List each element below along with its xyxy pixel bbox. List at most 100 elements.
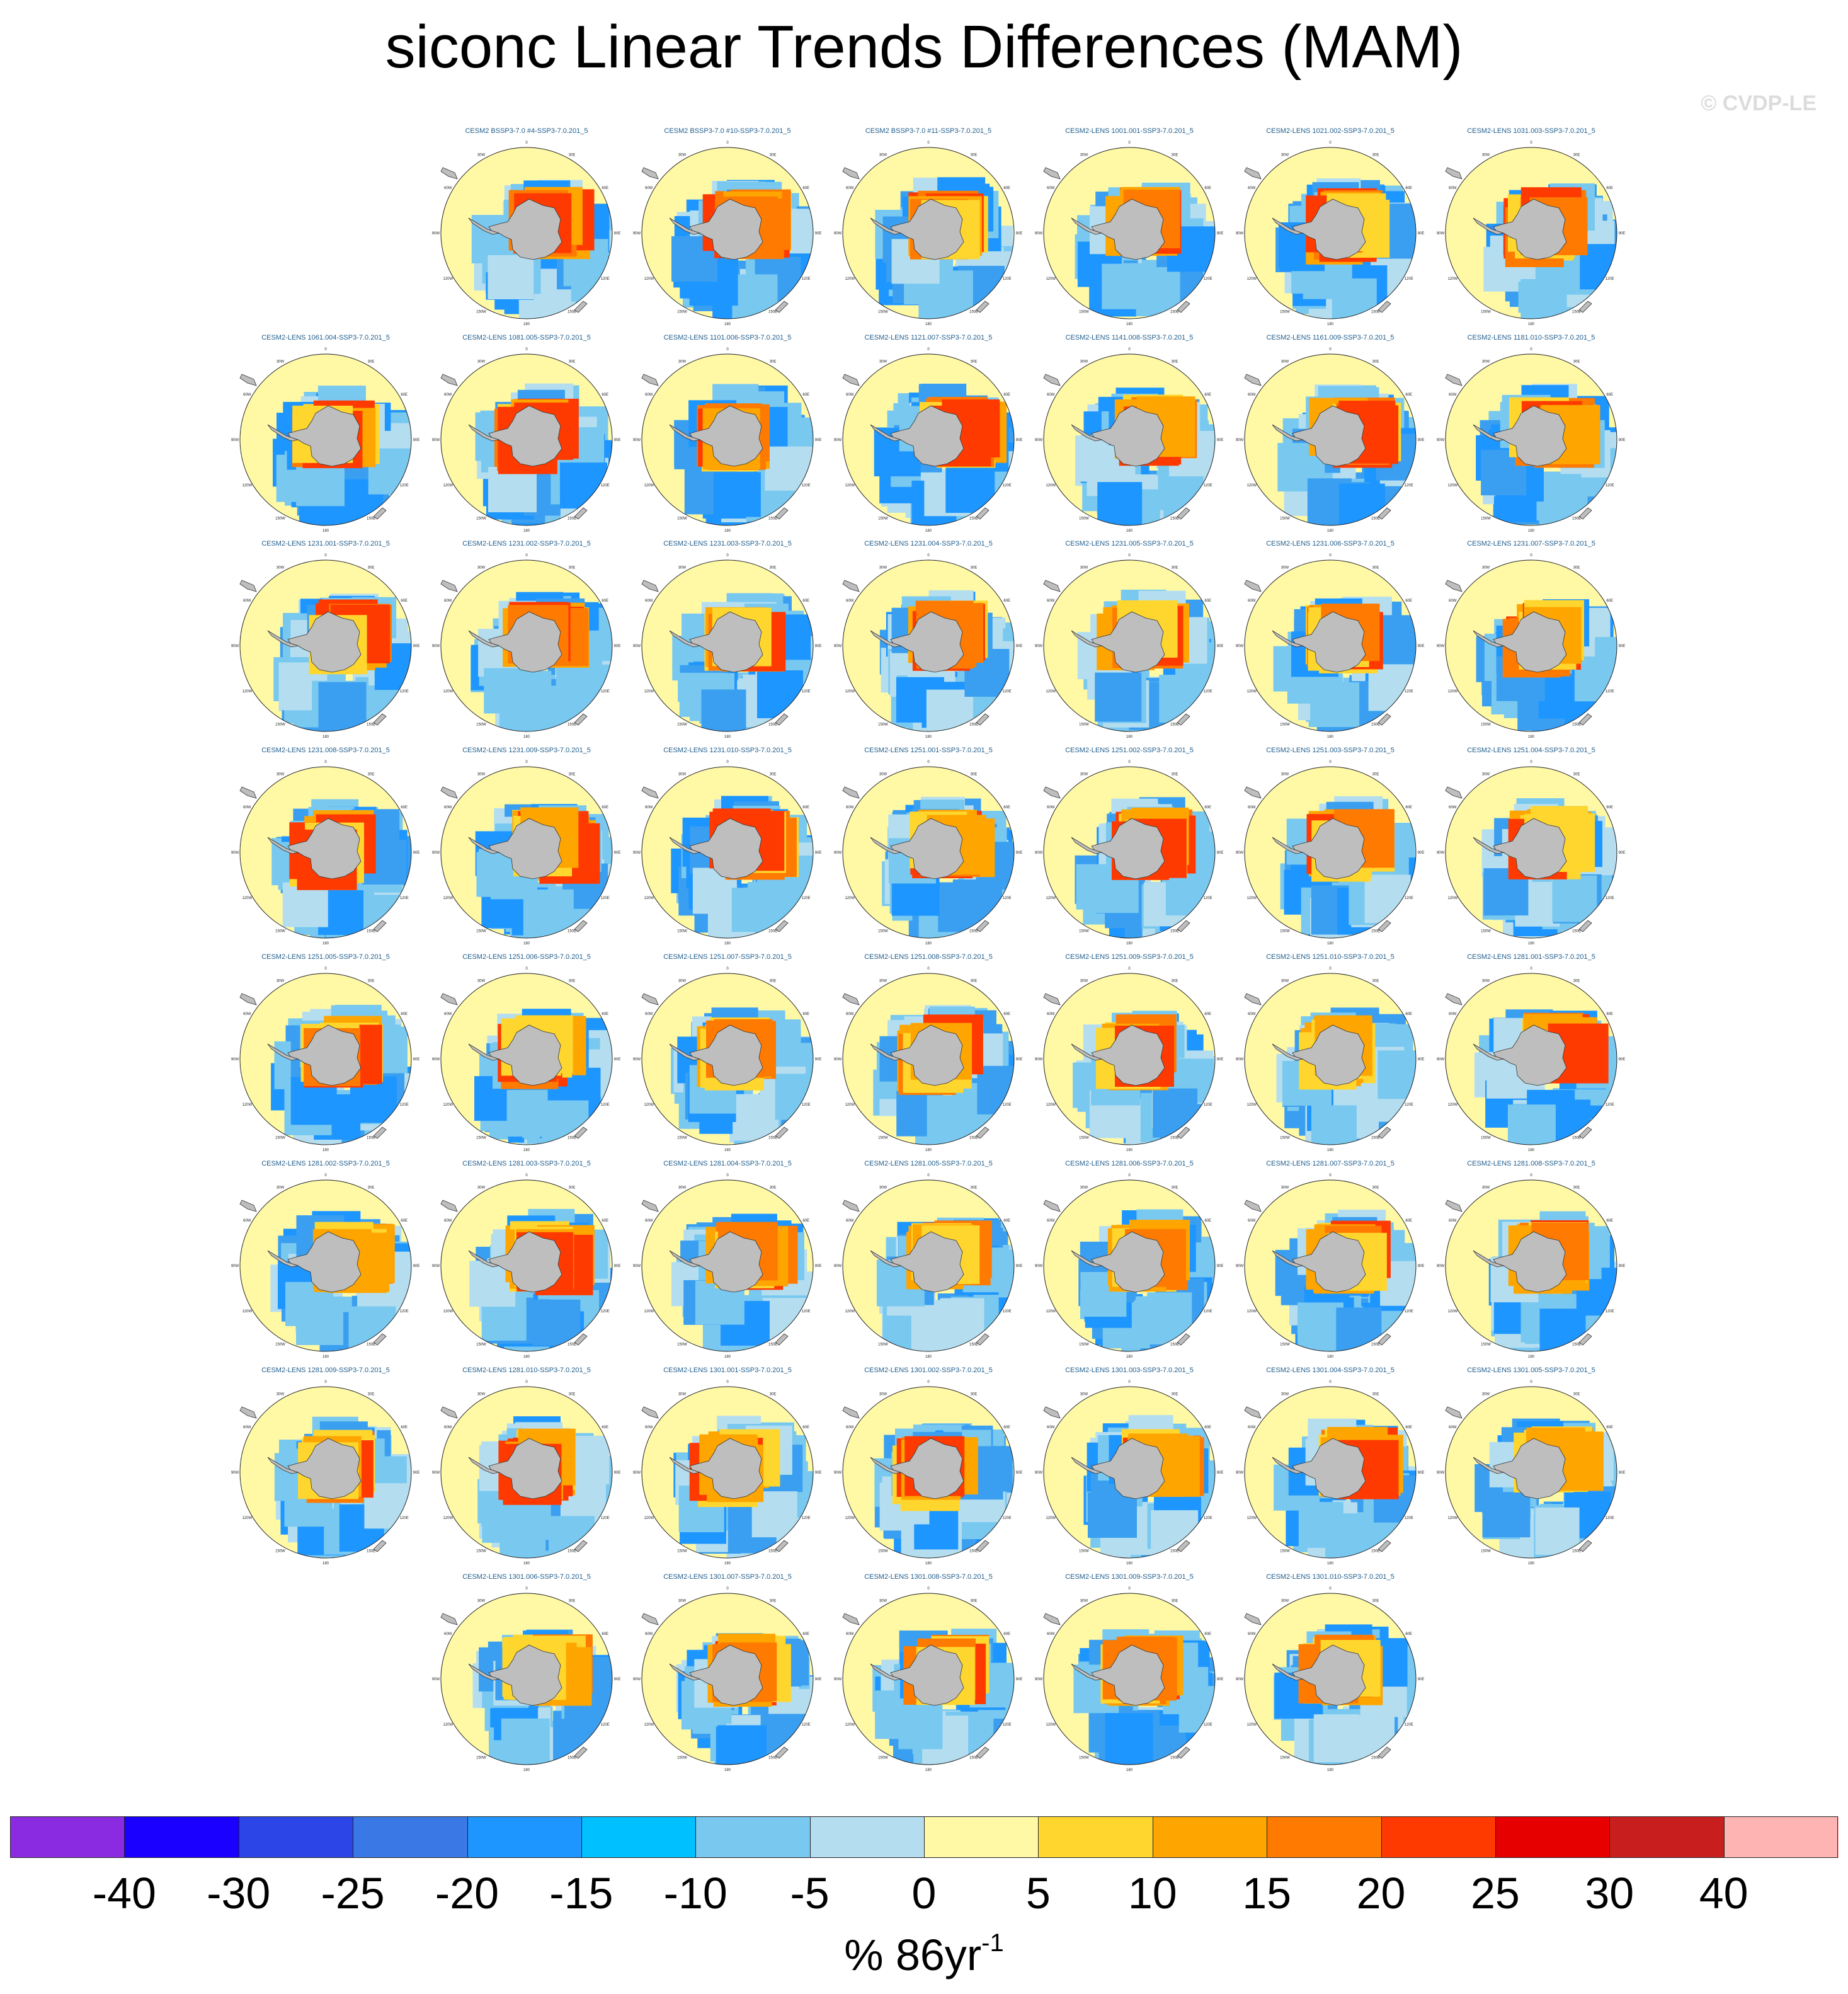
longitude-label: 30E [569, 772, 576, 776]
ice-trend-cell [1535, 1507, 1580, 1555]
panel-title: CESM2-LENS 1251.009-SSP3-7.0.201_5 [1065, 953, 1194, 961]
longitude-label: 150E [969, 723, 978, 727]
longitude-label: 30E [368, 360, 375, 364]
longitude-label: 0 [1530, 554, 1532, 558]
longitude-label: 180 [1126, 323, 1133, 326]
panel-title: CESM2-LENS 1231.009-SSP3-7.0.201_5 [462, 747, 591, 754]
longitude-label: 30E [770, 566, 777, 570]
longitude-label: 30W [879, 153, 887, 157]
longitude-label: 150W [476, 930, 486, 934]
longitude-label: 120W [845, 1103, 855, 1107]
new-zealand [1578, 713, 1592, 726]
longitude-label: 150E [1170, 1137, 1179, 1140]
longitude-label: 150E [1572, 1343, 1581, 1347]
colorbar [10, 1816, 1839, 1858]
longitude-label: 150W [476, 517, 486, 521]
polar-map: 0 30E 60E 90E 120E 150E 180 150W 120W 90W 60W 30W [231, 348, 420, 533]
longitude-label: 120W [1447, 484, 1457, 488]
panel-title: CESM2-LENS 1141.008-SSP3-7.0.201_5 [1065, 334, 1194, 341]
longitude-label: 120E [601, 1103, 610, 1107]
longitude-label: 120E [601, 897, 610, 900]
panel-title: CESM2-LENS 1251.010-SSP3-7.0.201_5 [1266, 953, 1395, 961]
longitude-label: 150E [1371, 1550, 1380, 1554]
longitude-label: 150W [476, 1343, 486, 1347]
south-america-tip [641, 993, 659, 1006]
south-america-tip [842, 993, 860, 1006]
longitude-label: 120W [1447, 1516, 1457, 1520]
longitude-label: 150E [1572, 1137, 1581, 1140]
longitude-label: 30E [1372, 1599, 1379, 1603]
panel-title: CESM2-LENS 1281.007-SSP3-7.0.201_5 [1266, 1160, 1395, 1167]
longitude-label: 90E [815, 1471, 822, 1475]
longitude-label: 60W [645, 1426, 653, 1430]
units-exponent: -1 [981, 1929, 1004, 1957]
panel-title: CESM2-LENS 1061.004-SSP3-7.0.201_5 [261, 334, 390, 341]
panel-title: CESM2-LENS 1301.010-SSP3-7.0.201_5 [1266, 1573, 1395, 1581]
longitude-label: 180 [523, 735, 530, 739]
longitude-label: 60W [1449, 1426, 1457, 1430]
longitude-label: 150W [476, 1137, 486, 1140]
longitude-label: 30E [368, 1392, 375, 1396]
longitude-label: 60W [1047, 1426, 1055, 1430]
longitude-label: 0 [1128, 348, 1131, 352]
ice-trend-cell [532, 1299, 581, 1346]
longitude-label: 90E [815, 1264, 822, 1268]
longitude-label: 180 [1528, 735, 1535, 739]
polar-map: 0 30E 60E 90E 120E 150E 180 150W 120W 90W 60W 30W [1437, 554, 1626, 739]
longitude-label: 120E [400, 1516, 409, 1520]
longitude-label: 120E [400, 690, 409, 694]
longitude-label: 120W [1447, 1310, 1457, 1314]
map-border [1043, 766, 1216, 939]
longitude-label: 60W [645, 599, 653, 603]
longitude-label: 180 [1528, 942, 1535, 946]
polar-map: 0 30E 60E 90E 120E 150E 180 150W 120W 90W 60W 30W [1035, 760, 1223, 946]
polar-map: 0 30E 60E 90E 120E 150E 180 150W 120W 90W 60W 30W [432, 141, 620, 326]
longitude-label: 150W [1280, 517, 1290, 521]
longitude-label: 150E [1572, 517, 1581, 521]
longitude-label: 90E [413, 438, 420, 442]
new-zealand [976, 507, 990, 520]
longitude-label: 150E [1572, 723, 1581, 727]
antarctic-peninsula [1272, 837, 1304, 854]
longitude-label: 60W [243, 1219, 251, 1223]
map-panel: CESM2-LENS 1001.001-SSP3-7.0.201_5 0 30E 60… [1035, 127, 1224, 328]
longitude-label: 150W [677, 517, 687, 521]
south-america-tip [842, 1406, 860, 1419]
panel-title: CESM2-LENS 1121.007-SSP3-7.0.201_5 [864, 334, 993, 341]
longitude-label: 60E [602, 1012, 608, 1016]
south-america-tip [1244, 580, 1262, 592]
longitude-label: 30E [1172, 153, 1178, 157]
longitude-label: 30W [1080, 1392, 1088, 1396]
longitude-label: 60W [645, 186, 653, 190]
longitude-label: 150E [969, 1550, 978, 1554]
longitude-label: 0 [927, 1380, 930, 1384]
longitude-label: 120E [1405, 277, 1413, 281]
south-america-tip [239, 374, 257, 386]
polar-map: 0 30E 60E 90E 120E 150E 180 150W 120W 90W 60W 30W [834, 967, 1022, 1152]
longitude-label: 120E [1204, 1310, 1212, 1314]
longitude-label: 60W [1449, 806, 1457, 810]
longitude-label: 60W [1248, 186, 1256, 190]
longitude-label: 30W [1080, 360, 1088, 364]
new-zealand [1377, 713, 1391, 726]
longitude-label: 0 [1329, 760, 1332, 764]
south-america-tip [239, 786, 257, 799]
longitude-label: 0 [726, 554, 729, 558]
longitude-label: 90E [614, 645, 621, 648]
map-border [1043, 559, 1216, 732]
longitude-label: 90E [1619, 645, 1626, 648]
longitude-label: 90E [1016, 1264, 1023, 1268]
longitude-label: 60W [1248, 1632, 1256, 1636]
panel-title: CESM2-LENS 1081.005-SSP3-7.0.201_5 [462, 334, 591, 341]
longitude-label: 60W [1047, 186, 1055, 190]
longitude-label: 180 [1327, 323, 1334, 326]
longitude-label: 120W [1246, 484, 1257, 488]
antarctic-peninsula [468, 837, 500, 854]
longitude-label: 30E [1172, 772, 1178, 776]
longitude-label: 0 [1329, 141, 1332, 145]
longitude-label: 90E [1217, 1678, 1224, 1682]
colorbar-segment [238, 1816, 354, 1858]
longitude-label: 30E [1172, 1599, 1178, 1603]
longitude-label: 60E [1405, 1219, 1412, 1223]
panel-title: CESM2-LENS 1251.001-SSP3-7.0.201_5 [864, 747, 993, 754]
